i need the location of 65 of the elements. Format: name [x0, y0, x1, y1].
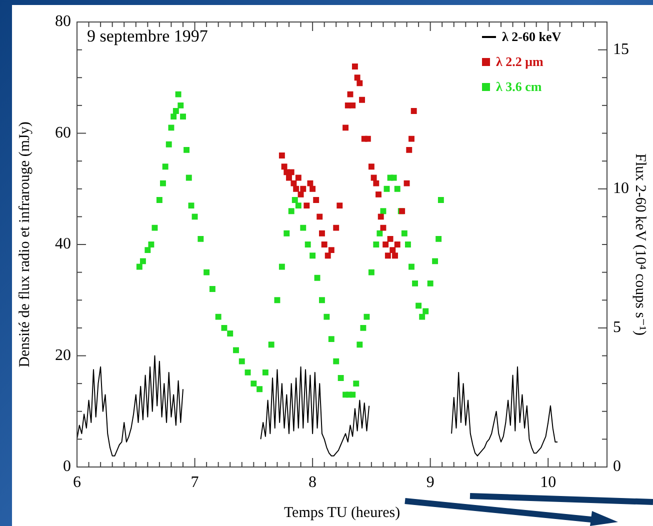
chart-title: 9 septembre 1997	[87, 26, 208, 46]
point	[298, 191, 304, 198]
point	[406, 146, 412, 153]
x-tick-label: 10	[540, 474, 556, 491]
point	[328, 247, 334, 254]
y2-tick-label: 15	[613, 41, 629, 58]
y-tick-label: 0	[63, 458, 71, 476]
point	[321, 242, 328, 248]
point	[288, 169, 294, 176]
point	[373, 180, 380, 186]
point	[364, 136, 371, 142]
point	[352, 64, 358, 70]
y2-tick-label: 0	[613, 458, 621, 476]
point	[300, 186, 306, 192]
point	[319, 230, 325, 236]
point	[313, 197, 320, 203]
point	[356, 80, 363, 86]
y-tick-label: 20	[55, 346, 71, 364]
point	[290, 180, 297, 186]
y2-tick-label: 5	[613, 319, 621, 336]
point	[347, 91, 354, 98]
x-tick-label: 7	[190, 474, 199, 491]
point	[278, 152, 285, 158]
point	[408, 136, 414, 142]
point	[342, 124, 349, 131]
point	[370, 174, 377, 181]
point	[378, 214, 384, 220]
point	[384, 252, 391, 259]
point	[404, 180, 410, 186]
point	[316, 214, 323, 220]
y2-axis-title: Flux 2-60 keV (10⁴ coups s⁻¹)	[632, 154, 648, 336]
point	[392, 252, 398, 259]
point	[368, 164, 374, 170]
legend-label: λ 3.6 cm	[496, 78, 542, 96]
x-axis-title: Temps TU (heures)	[284, 504, 400, 521]
point	[354, 74, 360, 81]
point	[387, 236, 394, 242]
y-axis-title: Densité de flux radio et infrarouge (mJy)	[16, 122, 33, 368]
point	[359, 96, 365, 103]
y-tick-label: 60	[55, 124, 71, 142]
y-tick-label: 80	[55, 13, 71, 30]
y-tick-label: 40	[55, 236, 71, 253]
point	[350, 102, 356, 108]
point	[394, 242, 400, 248]
point	[310, 186, 316, 192]
x-tick-label: 6	[73, 474, 81, 491]
point	[410, 108, 417, 114]
y2-tick-label: 10	[613, 180, 629, 198]
point	[390, 247, 396, 254]
point	[324, 252, 331, 259]
point	[307, 180, 314, 186]
point	[286, 174, 292, 181]
point	[376, 191, 382, 198]
x-tick-label: 8	[308, 474, 317, 491]
point	[336, 202, 343, 209]
point	[293, 186, 300, 192]
point	[333, 224, 340, 231]
point	[281, 164, 288, 170]
point	[295, 174, 302, 181]
point	[304, 202, 310, 209]
legend-label: λ 2-60 keV	[502, 28, 562, 46]
point	[382, 242, 389, 248]
point	[380, 224, 386, 231]
legend-label: λ 2.2 μm	[496, 53, 544, 71]
x-tick-label: 9	[426, 474, 434, 491]
